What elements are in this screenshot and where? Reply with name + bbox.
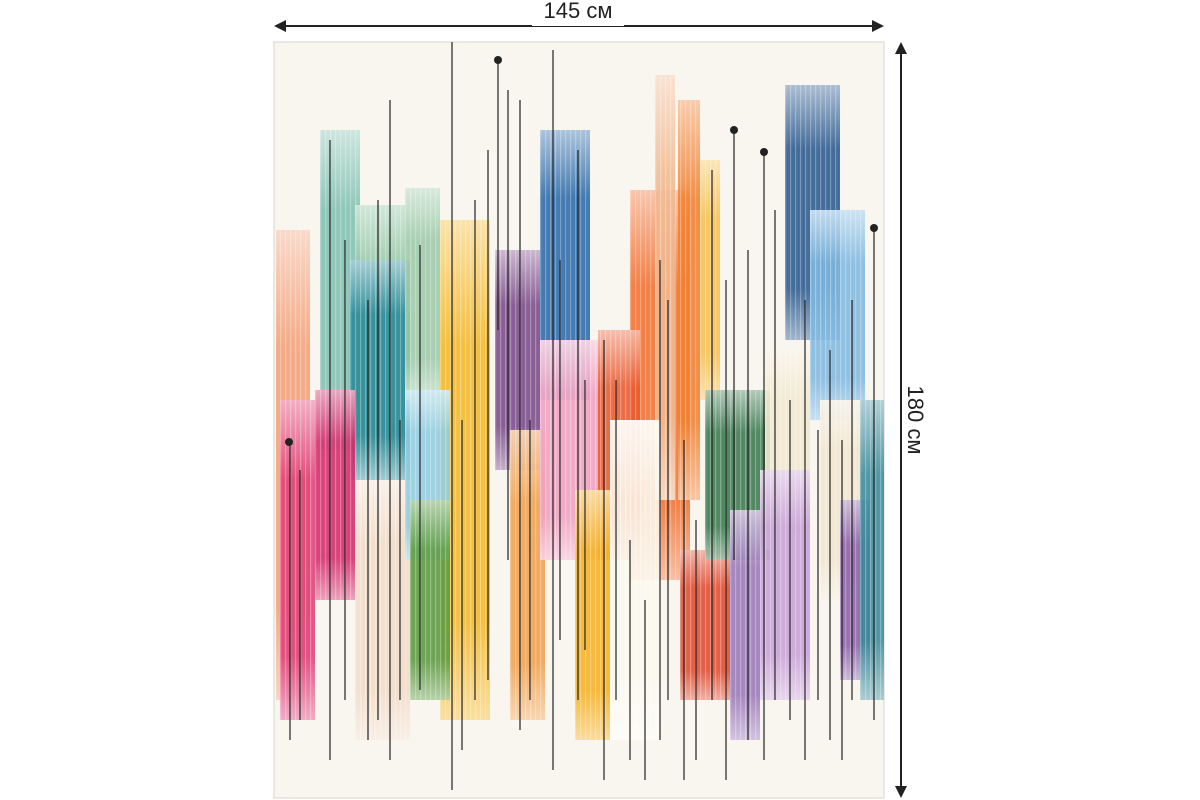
stroke-fade <box>700 160 720 400</box>
label-bg <box>532 0 624 26</box>
ink-dot <box>494 56 502 64</box>
stroke-fade <box>410 500 450 700</box>
ink-dot <box>760 148 768 156</box>
width-label: 145 см <box>544 0 613 23</box>
stroke-fade <box>510 430 545 720</box>
stroke-fade <box>810 210 865 420</box>
stroke-fade <box>678 100 700 500</box>
height-dimension <box>895 42 907 798</box>
stroke-fade <box>760 470 810 700</box>
height-label: 180 см <box>903 386 928 455</box>
stroke-fade <box>575 490 610 740</box>
ink-dot <box>285 438 293 446</box>
stroke-fade <box>860 400 884 700</box>
stroke-fade <box>280 400 315 720</box>
stroke-fade <box>680 550 730 700</box>
ink-dot <box>870 224 878 232</box>
ink-dot <box>730 126 738 134</box>
stroke-fade <box>315 390 355 600</box>
stroke-fade <box>350 260 410 480</box>
stroke-fade <box>610 420 660 740</box>
stroke-fade <box>730 510 760 740</box>
stroke-fade <box>355 480 410 740</box>
artwork <box>276 42 884 790</box>
stroke-fade <box>405 188 440 400</box>
